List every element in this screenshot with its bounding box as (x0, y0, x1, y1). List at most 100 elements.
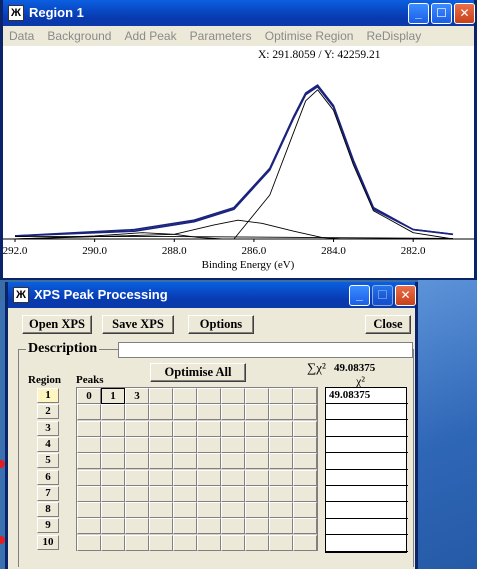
menu-optimise-region[interactable]: Optimise Region (264, 29, 354, 43)
peak-cell[interactable] (149, 502, 173, 519)
peak-cell[interactable] (77, 420, 101, 437)
peak-cell[interactable] (221, 469, 245, 486)
peak-cell[interactable] (149, 420, 173, 437)
peak-cell[interactable] (101, 453, 125, 470)
peak-cell[interactable]: 0 (77, 388, 101, 404)
peak-cell[interactable] (125, 453, 149, 470)
peak-cell[interactable] (245, 436, 269, 453)
menu-background[interactable]: Background (47, 29, 112, 43)
menu-data[interactable]: Data (9, 29, 35, 43)
peak-cell[interactable] (101, 534, 125, 551)
region-window-titlebar[interactable]: Ж Region 1 _ ☐ ✕ (3, 0, 475, 26)
optimise-all-button[interactable]: Optimise All (150, 363, 246, 382)
close-button[interactable]: Close (365, 315, 411, 334)
peak-cell[interactable] (245, 453, 269, 470)
peak-cell[interactable] (173, 453, 197, 470)
peak-cell[interactable] (293, 436, 317, 453)
peak-cell[interactable] (197, 502, 221, 519)
peak-cell[interactable] (149, 469, 173, 486)
spectrum-plot-area[interactable]: X: 291.8059 / Y: 42259.21 292.0 290.0 288.… (3, 46, 474, 278)
minimize-button[interactable]: _ (349, 285, 370, 306)
close-window-button[interactable]: ✕ (454, 3, 475, 24)
peak-cell[interactable] (269, 469, 293, 486)
peak-cell[interactable]: 3 (125, 388, 149, 404)
peak-cell[interactable] (77, 469, 101, 486)
peak-cell[interactable] (125, 502, 149, 519)
peak-cell[interactable] (197, 388, 221, 404)
peak-cell[interactable] (293, 534, 317, 551)
peak-cell[interactable] (101, 485, 125, 502)
peak-cell[interactable] (245, 420, 269, 437)
peak-cell[interactable] (173, 485, 197, 502)
peak-cell[interactable] (221, 420, 245, 437)
peak-cell[interactable] (293, 404, 317, 421)
peak-cell[interactable] (221, 388, 245, 404)
peak-cell[interactable] (245, 518, 269, 535)
peak-cell[interactable] (125, 518, 149, 535)
peak-cell[interactable] (269, 518, 293, 535)
peak-cell[interactable] (221, 453, 245, 470)
peak-cell[interactable] (269, 420, 293, 437)
peak-cell[interactable] (197, 518, 221, 535)
peak-cell[interactable] (293, 453, 317, 470)
peak-cell[interactable] (101, 404, 125, 421)
peak-cell[interactable] (269, 485, 293, 502)
peak-cell[interactable] (221, 404, 245, 421)
region-button-6[interactable]: 6 (37, 469, 59, 485)
peak-cell[interactable] (197, 436, 221, 453)
peak-cell[interactable] (173, 469, 197, 486)
menu-parameters[interactable]: Parameters (189, 29, 252, 43)
peak-cell[interactable] (149, 388, 173, 404)
peak-cell[interactable] (125, 485, 149, 502)
region-button-10[interactable]: 10 (37, 534, 59, 550)
peak-cell[interactable] (221, 502, 245, 519)
menu-redisplay[interactable]: ReDisplay (366, 29, 422, 43)
peak-cell[interactable] (197, 534, 221, 551)
peak-cell[interactable] (269, 534, 293, 551)
close-window-button[interactable]: ✕ (395, 285, 416, 306)
peak-cell[interactable] (149, 534, 173, 551)
peak-cell[interactable] (269, 388, 293, 404)
region-button-4[interactable]: 4 (37, 436, 59, 452)
peak-cell[interactable] (77, 436, 101, 453)
peak-cell[interactable] (221, 485, 245, 502)
peak-cell[interactable] (245, 485, 269, 502)
peak-cell[interactable] (77, 453, 101, 470)
peak-cell[interactable] (221, 518, 245, 535)
peak-cell[interactable] (197, 469, 221, 486)
peak-cell[interactable] (77, 518, 101, 535)
peak-cell[interactable] (245, 469, 269, 486)
open-xps-button[interactable]: Open XPS (22, 315, 92, 334)
region-button-3[interactable]: 3 (37, 420, 59, 436)
peak-cell[interactable] (77, 404, 101, 421)
peak-cell[interactable] (173, 420, 197, 437)
peak-cell[interactable] (173, 388, 197, 404)
peak-cell[interactable] (125, 404, 149, 421)
peak-cell[interactable] (149, 436, 173, 453)
minimize-button[interactable]: _ (408, 3, 429, 24)
peak-cell[interactable] (293, 469, 317, 486)
peak-cell[interactable] (197, 453, 221, 470)
description-input[interactable] (118, 342, 413, 358)
peak-cell[interactable] (197, 485, 221, 502)
peak-cell[interactable] (101, 436, 125, 453)
peak-cell[interactable] (125, 534, 149, 551)
maximize-button[interactable]: ☐ (431, 3, 452, 24)
peak-cell[interactable] (125, 436, 149, 453)
region-button-5[interactable]: 5 (37, 453, 59, 469)
peak-cell[interactable] (269, 436, 293, 453)
region-button-9[interactable]: 9 (37, 518, 59, 534)
peak-cell[interactable] (125, 420, 149, 437)
save-xps-button[interactable]: Save XPS (102, 315, 174, 334)
peak-cell[interactable] (173, 436, 197, 453)
peak-cell[interactable] (293, 518, 317, 535)
peak-cell[interactable] (149, 485, 173, 502)
menu-add-peak[interactable]: Add Peak (124, 29, 177, 43)
peak-cell[interactable] (221, 436, 245, 453)
peak-cell[interactable] (101, 518, 125, 535)
peak-cell[interactable]: 1 (101, 388, 125, 404)
peak-cell[interactable] (269, 453, 293, 470)
peak-cell[interactable] (101, 420, 125, 437)
peak-cell[interactable] (149, 404, 173, 421)
peak-cell[interactable] (269, 502, 293, 519)
